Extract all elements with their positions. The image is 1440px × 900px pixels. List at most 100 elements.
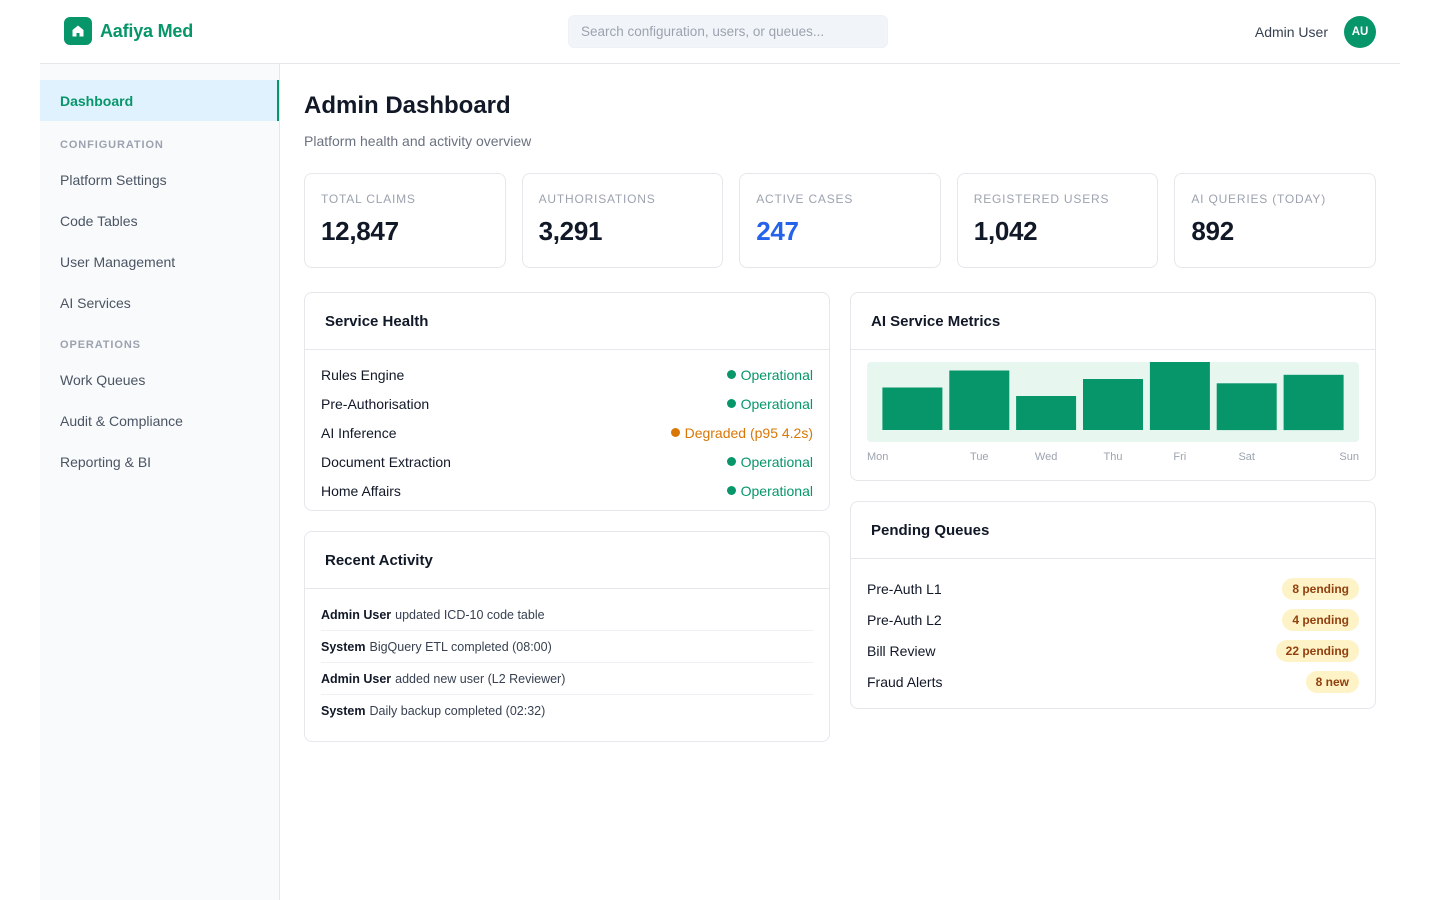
queue-name: Fraud Alerts: [867, 673, 943, 690]
status-text: Operational: [740, 366, 813, 383]
service-row[interactable]: AI Inference Degraded (p95 4.2s): [321, 418, 813, 447]
pending-badge: 8 new: [1305, 670, 1359, 693]
bar-mon: [882, 387, 943, 430]
activity-text: BigQuery ETL completed (08:00): [369, 639, 552, 654]
activity-list: Admin User updated ICD-10 code table Syste…: [305, 589, 829, 727]
status-dot-icon: [670, 428, 680, 437]
pending-queues-card: Pending Queues Pre-Auth L1 8 pending Pre-A…: [850, 501, 1376, 709]
brand-name: Aafiya Med: [100, 20, 194, 41]
service-row[interactable]: Document Extraction Operational: [321, 447, 813, 476]
stat-card-total-claims: TOTAL CLAIMS 12,847: [304, 173, 506, 268]
x-tick-label: Wed: [1034, 451, 1058, 463]
status-indicator: Operational: [726, 482, 813, 499]
pending-badge: 4 pending: [1282, 608, 1359, 631]
service-name: Document Extraction: [321, 453, 451, 470]
status-dot-icon: [726, 399, 736, 408]
stat-value: 247: [756, 216, 799, 246]
service-row[interactable]: Rules Engine Operational: [321, 360, 813, 389]
service-row[interactable]: Pre-Authorisation Operational: [321, 389, 813, 418]
sidebar-item-dashboard[interactable]: Dashboard: [40, 80, 279, 121]
card-title: Service Health: [305, 293, 829, 350]
status-dot-icon: [726, 486, 736, 495]
brand[interactable]: Aafiya Med: [64, 17, 193, 45]
service-name: Pre-Authorisation: [321, 395, 430, 412]
activity-actor: System: [321, 639, 366, 654]
activity-text: added new user (L2 Reviewer): [395, 671, 566, 686]
activity-item: Admin User updated ICD-10 code table: [321, 599, 813, 631]
sidebar-item-user-management[interactable]: User Management: [60, 253, 176, 270]
status-indicator: Operational: [726, 366, 813, 383]
top-bar: Aafiya Med Admin User AU: [40, 0, 1400, 64]
status-dot-icon: [726, 457, 736, 466]
queue-row[interactable]: Bill Review 22 pending: [867, 635, 1359, 666]
activity-actor: Admin User: [321, 671, 392, 686]
activity-item: Admin User added new user (L2 Reviewer): [321, 663, 813, 695]
pending-badge: 8 pending: [1282, 577, 1359, 600]
bar-sun: [1283, 374, 1344, 431]
stat-card-ai-queries: AI QUERIES (TODAY) 892: [1174, 173, 1376, 268]
sidebar: Dashboard CONFIGURATION Platform Setting…: [40, 64, 280, 900]
queue-name: Bill Review: [867, 642, 936, 659]
stat-value: 892: [1191, 216, 1234, 246]
service-row[interactable]: Home Affairs Operational: [321, 476, 813, 505]
x-tick-label: Thu: [1103, 451, 1123, 463]
bar-chart: [867, 362, 1359, 442]
stat-card-active-cases: ACTIVE CASES 247: [739, 173, 941, 268]
x-tick-label: Tue: [970, 451, 989, 463]
queue-name: Pre-Auth L2: [867, 611, 942, 628]
x-tick-label: Sun: [1339, 451, 1359, 463]
sidebar-item-ai-services[interactable]: AI Services: [60, 294, 131, 311]
home-icon: [64, 17, 92, 45]
card-title: Pending Queues: [851, 502, 1375, 559]
stat-label: AUTHORISATIONS: [538, 192, 656, 206]
status-dot-icon: [726, 370, 736, 379]
service-name: Rules Engine: [321, 366, 405, 383]
stat-label: ACTIVE CASES: [756, 192, 854, 206]
sidebar-item-platform-settings[interactable]: Platform Settings: [60, 171, 167, 188]
bar-sat: [1216, 383, 1277, 431]
queue-name: Pre-Auth L1: [867, 580, 942, 597]
stat-value: 12,847: [321, 216, 399, 246]
activity-item: System BigQuery ETL completed (08:00): [321, 631, 813, 663]
status-text: Operational: [740, 395, 813, 412]
page-subtitle: Platform health and activity overview: [304, 133, 532, 149]
queue-row[interactable]: Fraud Alerts 8 new: [867, 666, 1359, 697]
status-text: Operational: [740, 453, 813, 470]
x-tick-label: Fri: [1173, 451, 1187, 463]
user-menu[interactable]: Admin User AU: [1255, 16, 1376, 48]
status-indicator: Degraded (p95 4.2s): [670, 424, 813, 441]
x-tick-label: Sat: [1238, 451, 1255, 463]
card-title: Recent Activity: [305, 532, 829, 589]
search-input[interactable]: [568, 15, 888, 48]
sidebar-item-code-tables[interactable]: Code Tables: [60, 212, 138, 229]
service-health-card: Service Health Rules Engine Operational Pr…: [304, 292, 830, 511]
service-health-list: Rules Engine Operational Pre-Authorisation…: [305, 350, 829, 505]
stat-value: 3,291: [538, 216, 603, 246]
status-text: Operational: [740, 482, 813, 499]
user-name: Admin User: [1254, 24, 1328, 40]
recent-activity-card: Recent Activity Admin User updated ICD-10…: [304, 531, 830, 742]
stats-row: TOTAL CLAIMS 12,847 AUTHORISATIONS 3,291…: [304, 173, 1376, 268]
status-text: Degraded (p95 4.2s): [684, 424, 813, 441]
queue-row[interactable]: Pre-Auth L1 8 pending: [867, 573, 1359, 604]
activity-actor: Admin User: [321, 607, 392, 622]
service-name: Home Affairs: [321, 482, 401, 499]
bar-chart-svg: [882, 362, 1344, 431]
app-frame: Aafiya Med Admin User AU Dashboard CONFI…: [40, 0, 1400, 900]
page-title: Admin Dashboard: [304, 92, 511, 119]
stat-value: 1,042: [973, 216, 1038, 246]
activity-text: updated ICD-10 code table: [395, 607, 545, 622]
activity-text: Daily backup completed (02:32): [369, 704, 546, 718]
avatar[interactable]: AU: [1344, 16, 1376, 48]
queue-row[interactable]: Pre-Auth L2 4 pending: [867, 604, 1359, 635]
status-indicator: Operational: [726, 395, 813, 412]
sidebar-item-reporting-bi[interactable]: Reporting & BI: [60, 453, 152, 470]
chart-x-axis: Mon Tue Wed Thu Fri Sat Sun: [867, 451, 1359, 465]
bar-thu: [1083, 379, 1143, 430]
sidebar-item-work-queues[interactable]: Work Queues: [60, 371, 146, 388]
sidebar-item-audit-compliance[interactable]: Audit & Compliance: [60, 412, 183, 429]
pending-badge: 22 pending: [1275, 639, 1359, 662]
service-name: AI Inference: [321, 424, 397, 441]
sidebar-section-configuration: CONFIGURATION: [60, 139, 164, 151]
activity-item: System Daily backup completed (02:32): [321, 695, 813, 727]
